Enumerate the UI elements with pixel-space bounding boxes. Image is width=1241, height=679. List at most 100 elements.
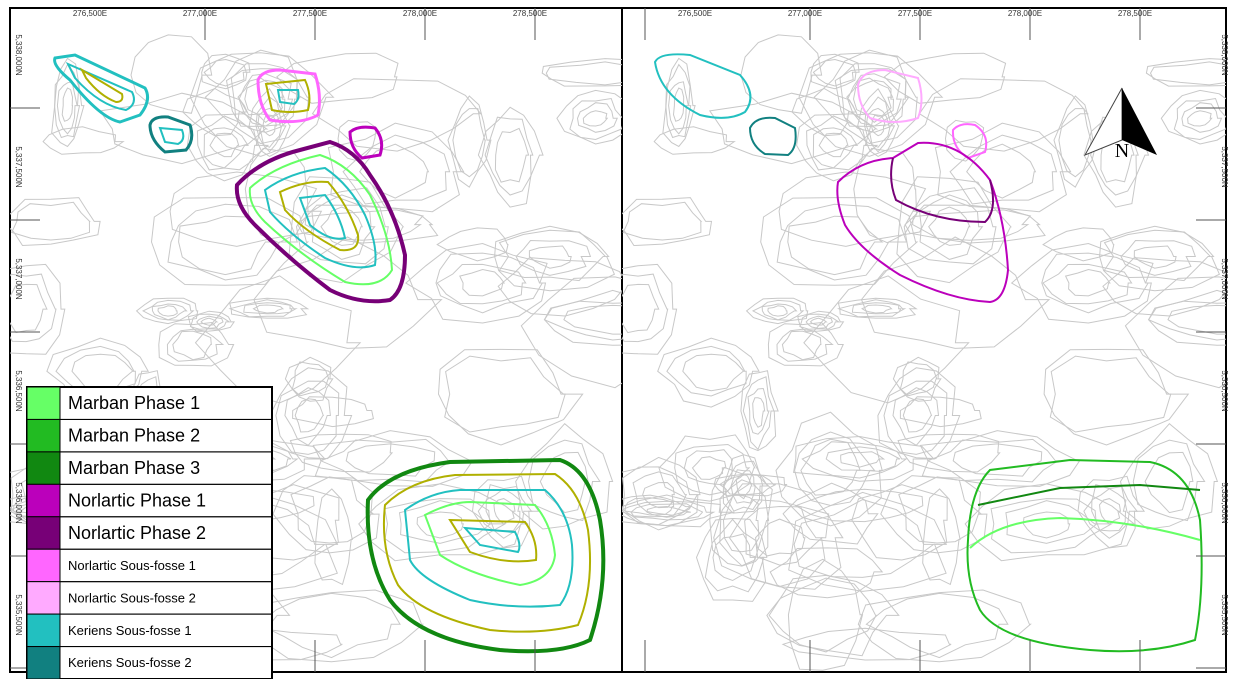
- contour-line: [861, 304, 893, 314]
- contour-line: [1043, 348, 1190, 446]
- contour-line: [857, 589, 1032, 663]
- contour-line: [730, 469, 757, 504]
- north-label: N: [1115, 140, 1129, 162]
- legend-swatch: [26, 548, 61, 583]
- contour-line: [787, 215, 884, 276]
- contour-line: [1181, 102, 1223, 133]
- contour-line: [295, 187, 389, 265]
- y-coord-label: 5,338,000N: [14, 34, 23, 76]
- contour-line: [304, 209, 424, 241]
- contour-line: [1099, 225, 1221, 292]
- contour-line: [796, 113, 879, 182]
- contour-line: [1064, 268, 1111, 297]
- contour-line: [1124, 276, 1226, 389]
- contour-line: [1077, 475, 1146, 549]
- contour-line: [806, 115, 868, 171]
- contour-line: [543, 300, 622, 341]
- y-coord-label: 5,337,500N: [1220, 146, 1229, 188]
- contour-line: [622, 500, 716, 527]
- legend-swatch: [26, 418, 61, 453]
- contour-line: [966, 143, 1037, 199]
- contour-line: [622, 494, 693, 518]
- contour-line: [781, 330, 822, 361]
- contour-line: [919, 430, 1081, 487]
- legend-label: Marban Phase 2: [68, 425, 200, 445]
- contour-line: [290, 476, 375, 544]
- legend-label: Marban Phase 1: [68, 393, 200, 413]
- contour-line: [713, 483, 844, 590]
- contour-line: [1098, 498, 1122, 525]
- contour-line: [798, 52, 944, 157]
- contour-line: [1103, 229, 1212, 282]
- contour-line: [194, 275, 362, 404]
- contour-line: [54, 63, 81, 139]
- contour-line: [672, 87, 685, 122]
- contour-line: [775, 411, 883, 527]
- contour-line: [312, 430, 474, 487]
- contour-line: [527, 439, 601, 522]
- contour-line: [682, 353, 745, 392]
- contour-line: [203, 127, 249, 169]
- contour-line: [776, 203, 908, 281]
- x-coord-label: 278,000E: [1008, 9, 1042, 18]
- legend-swatch: [26, 483, 61, 518]
- legend-label: Norlartic Phase 1: [68, 490, 206, 510]
- contour-line: [722, 494, 760, 553]
- contour-line: [949, 134, 1058, 205]
- contour-line: [556, 89, 622, 145]
- contour-line: [201, 53, 251, 90]
- contour-line: [747, 387, 770, 435]
- contour-line: [622, 273, 669, 343]
- contour-line: [528, 245, 572, 269]
- contour-line: [158, 321, 235, 367]
- contour-line: [632, 471, 688, 516]
- contour-line: [622, 466, 699, 526]
- contour-line: [416, 511, 464, 539]
- contour-line: [203, 58, 247, 87]
- contour-line: [243, 302, 294, 315]
- contour-line: [497, 257, 622, 317]
- contour-line: [291, 361, 330, 397]
- legend-swatch: [26, 581, 61, 615]
- contour-line: [742, 376, 775, 451]
- contour-line: [668, 81, 690, 135]
- contour-line: [1144, 451, 1194, 514]
- contour-line: [797, 310, 845, 332]
- contour-line: [1187, 110, 1213, 127]
- contour-line: [898, 476, 983, 544]
- contour-line: [10, 283, 48, 334]
- legend-swatch: [26, 516, 61, 550]
- contour-line: [545, 61, 622, 86]
- contour-line: [793, 499, 936, 578]
- contour-line: [56, 81, 78, 135]
- contour-line: [761, 303, 798, 321]
- contour-line: [622, 263, 678, 355]
- contour-line: [899, 361, 938, 397]
- contour-line: [892, 356, 942, 402]
- contour-line: [810, 53, 860, 90]
- x-coord-label: 276,500E: [73, 9, 107, 18]
- contour-line: [622, 283, 660, 334]
- contour-line: [447, 95, 492, 188]
- contour-line: [918, 78, 1089, 152]
- contour-line: [452, 108, 486, 178]
- contour-line: [157, 305, 178, 317]
- contour-line: [284, 387, 331, 446]
- contour-line: [541, 58, 622, 87]
- contour-line: [860, 236, 1051, 349]
- contour-line: [745, 297, 809, 325]
- contour-line: [864, 96, 896, 153]
- x-coord-label: 277,000E: [788, 9, 822, 18]
- contour-line: [1160, 89, 1226, 145]
- contour-line: [1149, 61, 1226, 86]
- y-coord-label: 5,336,500N: [1220, 370, 1229, 412]
- contour-line: [248, 87, 291, 157]
- contour-line: [778, 171, 932, 247]
- contour-line: [782, 482, 879, 545]
- contour-line: [342, 134, 451, 205]
- contour-line: [642, 481, 675, 509]
- contour-line: [928, 206, 971, 246]
- legend-label: Norlartic Sous-fosse 2: [68, 590, 196, 605]
- contour-line: [1049, 355, 1172, 433]
- x-coord-label: 277,500E: [293, 9, 327, 18]
